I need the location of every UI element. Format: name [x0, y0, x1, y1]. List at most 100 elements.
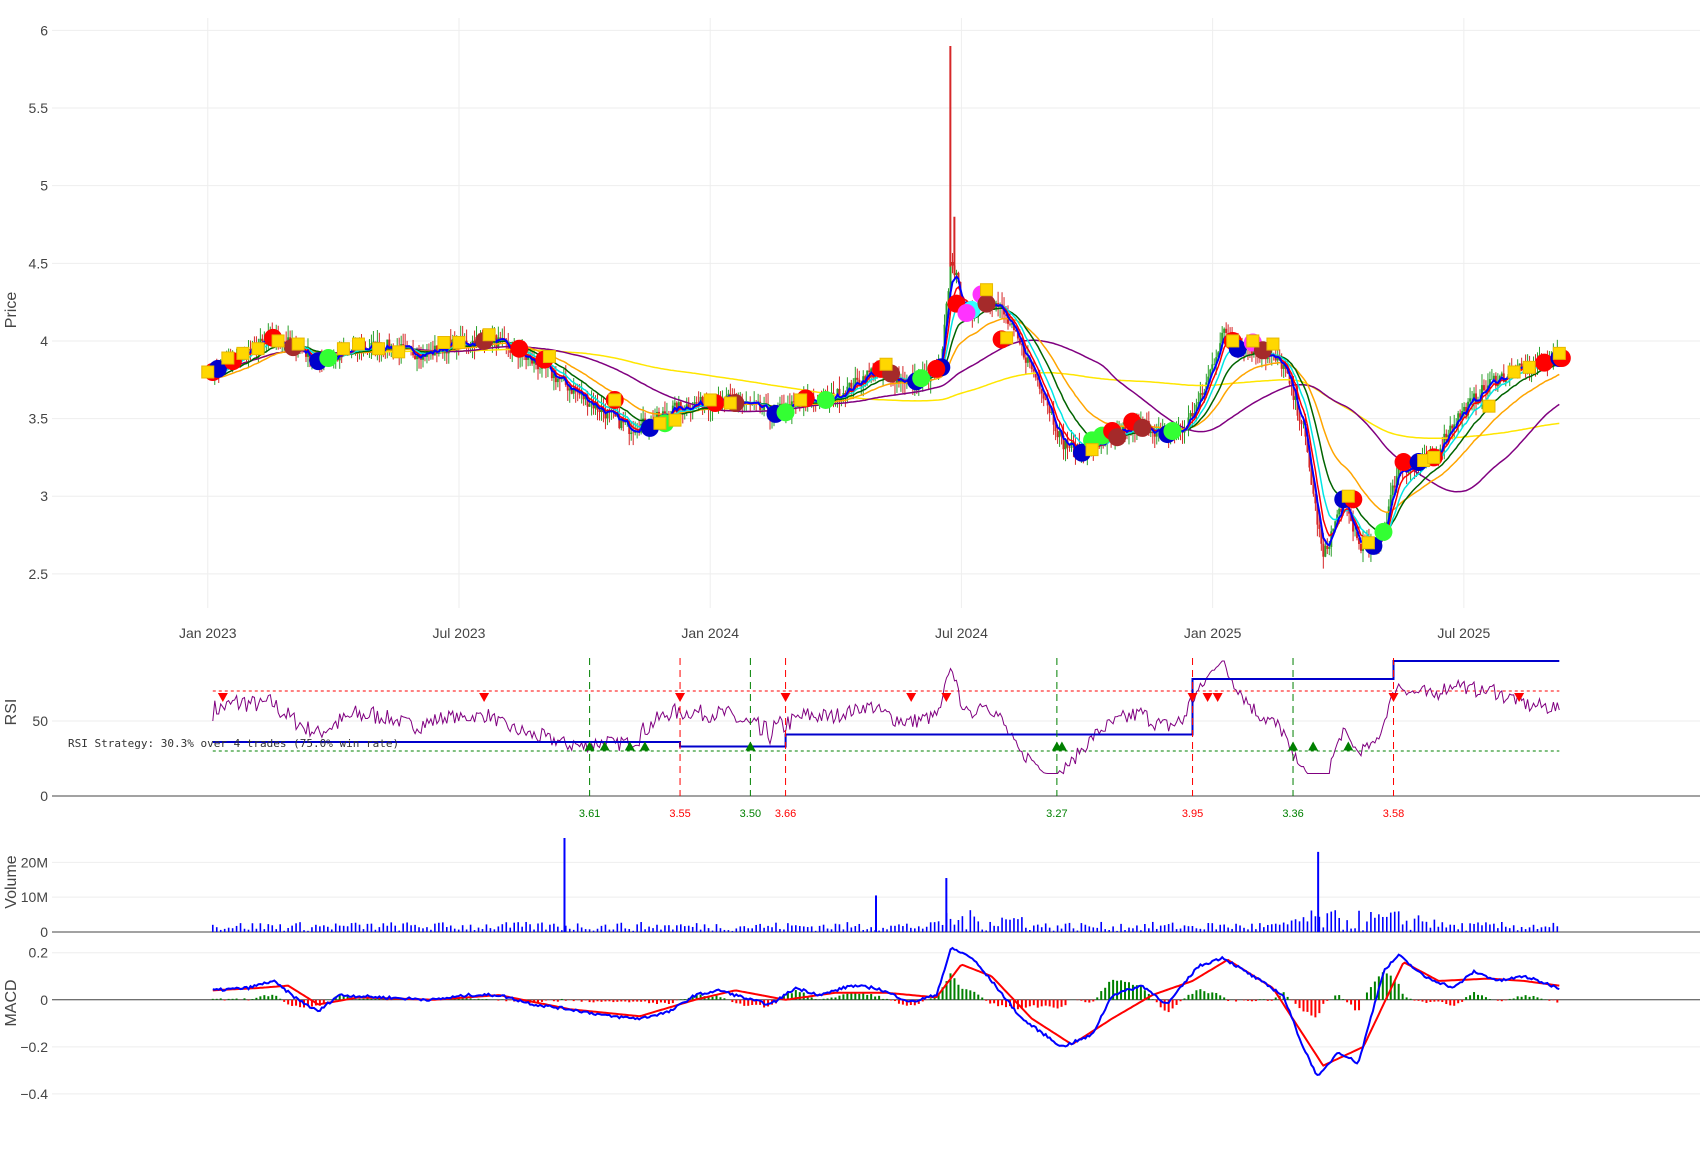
price-tick-label: 2.5 — [29, 566, 49, 582]
macd-signal-line — [212, 958, 1560, 1067]
macd-tick-label: 0 — [40, 992, 48, 1008]
square-marker — [542, 349, 556, 363]
volume-tick-label: 0 — [40, 924, 48, 940]
square-marker — [1482, 399, 1496, 413]
signal-marker — [816, 390, 835, 409]
macd-axis-title: MACD — [3, 979, 20, 1026]
signal-marker — [1535, 353, 1554, 372]
rsi-buy-signal — [745, 741, 756, 751]
date-tick-label: Jan 2023 — [179, 625, 237, 641]
square-marker — [1361, 536, 1375, 550]
rsi-buy-signal — [1056, 741, 1067, 751]
trade-price-label: 3.27 — [1046, 808, 1067, 820]
signal-marker — [319, 349, 338, 368]
square-marker — [336, 342, 350, 356]
rsi-panel: 0 50 3.61 3.55 3.50 3.66 3.27 3.95 3.36 3.58 — [32, 658, 1700, 820]
rsi-tick-label: 0 — [40, 788, 48, 804]
volume-panel: 0 10M 20M — [21, 838, 1700, 940]
signal-marker — [957, 304, 976, 322]
trade-price-label: 3.50 — [740, 808, 761, 820]
price-tick-label: 6 — [40, 22, 48, 38]
price-tick-label: 4.5 — [29, 255, 49, 271]
square-marker — [1266, 337, 1280, 351]
square-marker — [291, 337, 305, 351]
rsi-sell-signal — [479, 693, 490, 702]
square-marker — [1000, 331, 1014, 345]
signal-marker — [776, 403, 795, 422]
signal-marker — [927, 359, 946, 378]
rsi-sell-signal — [1388, 693, 1399, 702]
rsi-line — [212, 660, 1560, 775]
date-tick-label: Jul 2025 — [1437, 625, 1490, 641]
price-tick-label: 5.5 — [29, 100, 49, 116]
rsi-sell-signal — [1212, 693, 1223, 702]
square-marker — [372, 342, 386, 356]
rsi-buy-signal — [1288, 741, 1299, 751]
volume-tick-label: 10M — [21, 889, 48, 905]
square-marker — [251, 342, 265, 356]
square-marker — [668, 413, 682, 427]
signal-marker — [1108, 428, 1127, 447]
rsi-sell-signal — [1187, 693, 1198, 702]
rsi-buy-signal — [1343, 741, 1354, 751]
square-marker — [703, 393, 717, 407]
macd-panel: −0.4 −0.2 0 0.2 — [20, 945, 1700, 1102]
rsi-tick-label: 50 — [32, 713, 48, 729]
macd-line — [212, 946, 1560, 1076]
signal-marker — [977, 294, 996, 313]
signal-marker — [1374, 522, 1393, 541]
square-marker — [236, 346, 250, 360]
rsi-sell-signal — [906, 693, 917, 702]
date-tick-label: Jan 2024 — [681, 625, 739, 641]
signal-marker — [912, 369, 931, 388]
square-marker — [437, 336, 451, 349]
rsi-axis-title: RSI — [3, 699, 20, 726]
volume-axis-title: Volume — [3, 855, 20, 908]
trade-price-label: 3.36 — [1282, 808, 1303, 820]
price-panel: 2.5 3 3.5 4 4.5 5 5.5 6 Jan 2023 Jul 2023 Jan 2024… — [29, 18, 1700, 641]
rsi-sell-signal — [941, 693, 952, 702]
macd-tick-label: 0.2 — [29, 945, 49, 961]
rsi-buy-signal — [599, 741, 610, 751]
signal-marker — [1133, 418, 1152, 437]
square-marker — [1341, 489, 1355, 503]
macd-tick-label: −0.4 — [20, 1086, 48, 1102]
price-tick-label: 5 — [40, 178, 48, 194]
price-tick-label: 4 — [40, 333, 48, 349]
rsi-sell-signal — [675, 693, 686, 702]
square-marker — [452, 336, 466, 349]
rsi-strategy-note: RSI Strategy: 30.3% over 4 trades (75.0%… — [68, 737, 399, 750]
square-marker — [201, 365, 215, 379]
rsi-buy-signal — [639, 741, 650, 751]
price-tick-label: 3 — [40, 488, 48, 504]
trade-price-label: 3.61 — [579, 808, 600, 820]
macd-tick-label: −0.2 — [20, 1039, 48, 1055]
square-marker — [794, 393, 808, 407]
trade-price-label: 3.55 — [669, 808, 690, 820]
signal-marker — [1394, 453, 1413, 472]
trade-price-label: 3.66 — [775, 808, 796, 820]
square-marker — [608, 393, 622, 407]
signal-marker — [1163, 422, 1182, 440]
square-marker — [1552, 346, 1566, 360]
square-marker — [879, 357, 893, 371]
square-marker — [980, 283, 994, 297]
square-marker — [392, 345, 406, 359]
rsi-sell-signal — [1202, 693, 1213, 702]
square-marker — [482, 328, 496, 342]
date-tick-label: Jan 2025 — [1184, 625, 1242, 641]
square-marker — [1427, 450, 1441, 464]
square-marker — [1085, 443, 1099, 457]
square-marker — [351, 337, 365, 351]
date-tick-label: Jul 2024 — [935, 625, 988, 641]
signal-marker — [510, 339, 529, 358]
square-marker — [723, 396, 737, 410]
square-marker — [653, 416, 667, 430]
rsi-buy-signal — [624, 741, 635, 751]
square-marker — [271, 334, 285, 348]
trade-price-label: 3.95 — [1182, 808, 1203, 820]
square-marker — [1522, 360, 1536, 374]
square-marker — [1226, 334, 1240, 348]
volume-tick-label: 20M — [21, 854, 48, 870]
